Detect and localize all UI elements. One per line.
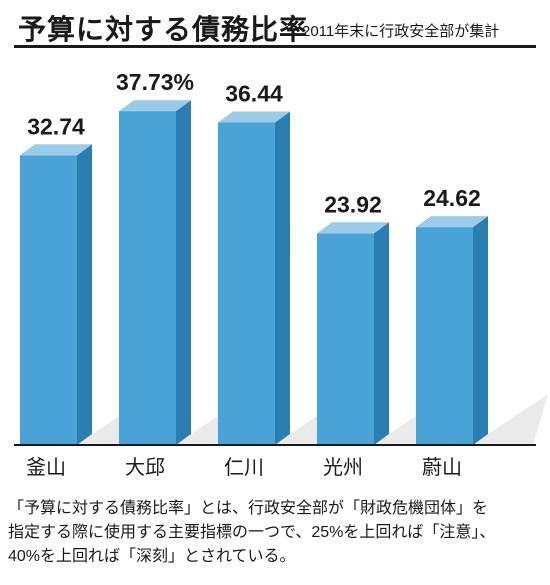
x-tick-label: 大邱 xyxy=(125,455,165,479)
header: 予算に対する債務比率 2011年末に行政安全部が集計 xyxy=(0,0,550,48)
labels-group: 32.74 釜山 37.73% 大邱 36.44 仁川 23.92 光州 24.62 蔚山 xyxy=(26,69,481,479)
bar-shadow xyxy=(473,394,548,445)
data-label: 36.44 xyxy=(225,81,283,107)
bar xyxy=(218,122,275,446)
data-label: 37.73% xyxy=(116,69,194,95)
chart-subtitle: 2011年末に行政安全部が集計 xyxy=(302,23,500,40)
bar-top xyxy=(119,100,191,112)
data-label: 23.92 xyxy=(324,191,382,217)
chart-area: 32.74 釜山 37.73% 大邱 36.44 仁川 23.92 光州 24.62 蔚山 xyxy=(0,55,550,495)
bar-side xyxy=(77,144,92,445)
chart-title: 予算に対する債務比率 xyxy=(18,14,309,45)
x-tick-label: 釜山 xyxy=(26,455,66,479)
bar-side xyxy=(275,111,290,446)
data-label: 32.74 xyxy=(27,113,85,139)
caption-line: 40%を上回れば「深刻」とされている。 xyxy=(8,548,296,565)
bar xyxy=(20,155,77,445)
bars-group xyxy=(20,100,488,446)
caption: 「予算に対する債務比率」とは、行政安全部が「財政危機団体」を 指定する際に使用す… xyxy=(8,497,544,569)
data-label: 24.62 xyxy=(423,185,481,211)
bar xyxy=(119,111,176,445)
x-tick-label: 光州 xyxy=(323,455,363,479)
bar xyxy=(416,227,473,445)
title-rule xyxy=(14,45,536,48)
bar-top xyxy=(218,111,290,123)
bar xyxy=(317,233,374,445)
bar-chart: 32.74 釜山 37.73% 大邱 36.44 仁川 23.92 光州 24.62 蔚山 xyxy=(14,69,548,479)
bar-top xyxy=(317,222,389,234)
caption-line: 「予算に対する債務比率」とは、行政安全部が「財政危機団体」を xyxy=(8,500,489,517)
bar-top xyxy=(20,144,92,156)
bar-side xyxy=(374,222,389,445)
x-tick-label: 仁川 xyxy=(224,455,264,479)
bar-top xyxy=(416,216,488,228)
x-tick-label: 蔚山 xyxy=(422,455,462,479)
bar-side xyxy=(176,100,191,445)
caption-line: 指定する際に使用する主要指標の一つで、25%を上回れば「注意」、 xyxy=(8,524,496,541)
bar-side xyxy=(473,216,488,445)
